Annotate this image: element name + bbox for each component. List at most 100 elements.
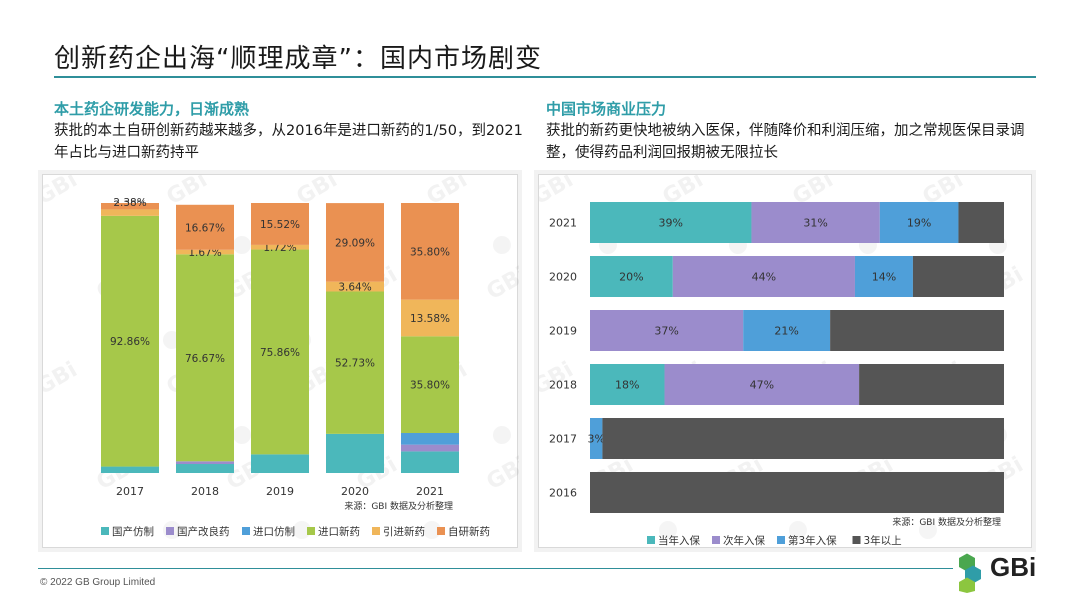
bar-label-2019-4: 1.72%	[263, 242, 296, 254]
watermark-dot	[492, 236, 511, 254]
bar-2020-0	[326, 433, 384, 473]
legend: 国产仿制 国产改良药 进口仿制 进口新药 引进新药 自研新药	[101, 525, 490, 538]
legend-swatch-2	[242, 527, 250, 535]
legend-label-3: 3年以上	[864, 534, 902, 547]
hbar-2017-3	[602, 418, 1004, 459]
bar-2018-0	[176, 464, 234, 473]
right-description: 获批的新药更快地被纳入医保，伴随降价和利润压缩，加之常规医保目录调整，使得药品利…	[546, 123, 1025, 161]
watermark-text: GBi	[43, 357, 82, 400]
bar-2019-4	[251, 244, 309, 250]
bar-2020-4	[326, 281, 384, 292]
hbar-2018-3	[859, 364, 1004, 405]
legend-label-3: 进口新药	[318, 525, 360, 538]
legend-label-1: 次年入保	[723, 534, 765, 547]
stacked-bar-chart: GBiGBiGBiGBiGBiGBiGBiGBiGBiGBiGBiGBiGBiG…	[528, 167, 1067, 547]
y-tick-2021: 2021	[549, 217, 577, 230]
bar-2021-3	[401, 336, 459, 433]
x-tick-2020: 2020	[341, 485, 369, 498]
hbar-label-2019-2: 21%	[774, 325, 798, 338]
title-divider	[54, 76, 1036, 78]
legend-label-1: 国产改良药	[177, 525, 230, 538]
y-tick-2017: 2017	[549, 433, 577, 446]
bar-2017-5	[101, 203, 159, 210]
bar-2021-5	[401, 203, 459, 300]
hbar-label-2021-2: 19%	[907, 217, 931, 230]
legend-swatch-0	[647, 536, 655, 544]
bar-label-2017-3: 92.86%	[110, 336, 150, 348]
legend-label-0: 国产仿制	[112, 525, 154, 538]
hbar-2020-3	[912, 256, 1004, 297]
hbar-2016-3	[590, 472, 1004, 513]
bar-2019-3	[251, 249, 309, 455]
hbar-2021-1	[751, 202, 880, 243]
bar-2018-1	[176, 461, 234, 465]
legend-swatch-4	[372, 527, 380, 535]
footer-divider	[38, 568, 953, 569]
page-title: 创新药企出海“顺理成章”：国内市场剧变	[54, 44, 542, 74]
bar-label-2020-4: 3.64%	[338, 282, 371, 294]
bar-label-2017-5: 2.38%	[113, 197, 146, 209]
right-heading: 中国市场商业压力	[546, 100, 667, 118]
hbar-label-2021-1: 31%	[803, 217, 827, 230]
hbar-2017-2	[590, 418, 603, 459]
copyright: © 2022 GB Group Limited	[40, 577, 156, 588]
hbar-2020-2	[854, 256, 913, 297]
y-tick-2018: 2018	[549, 379, 577, 392]
legend-label-2: 进口仿制	[253, 525, 295, 538]
right-chart-panel: GBiGBiGBiGBiGBiGBiGBiGBiGBiGBiGBiGBiGBiG…	[528, 167, 1067, 548]
watermark-text: GBi	[539, 175, 578, 210]
bar-label-2021-3: 35.80%	[410, 380, 450, 392]
bar-label-2018-5: 16.67%	[185, 222, 225, 234]
legend-label-4: 引进新药	[383, 525, 425, 538]
hbar-label-2017-2: 3%	[587, 433, 604, 446]
legend-label-0: 当年入保	[658, 534, 700, 547]
hbar-label-2018-0: 18%	[615, 379, 639, 392]
legend-swatch-1	[712, 536, 720, 544]
y-tick-2019: 2019	[549, 325, 577, 338]
legend-swatch-1	[166, 527, 174, 535]
legend-swatch-2	[777, 536, 785, 544]
bar-label-2018-4: 1.67%	[188, 247, 221, 259]
legend-label-2: 第3年入保	[788, 534, 837, 547]
hbar-2018-1	[664, 364, 860, 405]
legend-label-5: 自研新药	[448, 525, 490, 538]
bars-group: 92.86%2.38%2.38%76.67%1.67%16.67%75.86%1…	[101, 197, 459, 473]
legend-swatch-3	[852, 536, 861, 544]
hbar-label-2018-1: 47%	[750, 379, 774, 392]
source-note: 来源：GBI 数据及分析整理	[892, 516, 1001, 528]
bar-2018-3	[176, 254, 234, 462]
bar-label-2019-5: 15.52%	[260, 219, 300, 231]
hbar-2020-1	[672, 256, 855, 297]
hbar-2021-2	[879, 202, 959, 243]
watermark-dot	[232, 426, 251, 444]
watermark-dot	[422, 521, 441, 539]
bar-2019-0	[251, 454, 309, 473]
watermark-dot	[788, 521, 807, 539]
hbar-2021-0	[590, 202, 752, 243]
bar-2021-0	[401, 451, 459, 473]
bar-2020-5	[326, 203, 384, 282]
gbi-logo-icon	[959, 553, 981, 593]
hbar-2019-2	[743, 310, 831, 351]
y-tick-2016: 2016	[549, 487, 577, 500]
x-tick-2018: 2018	[191, 485, 219, 498]
bar-label-2020-3: 52.73%	[335, 358, 375, 370]
hbar-2018-0	[590, 364, 665, 405]
hbar-2021-3	[958, 202, 1004, 243]
x-tick-2021: 2021	[416, 485, 444, 498]
hbar-2020-0	[590, 256, 673, 297]
hbar-2019-3	[830, 310, 1004, 351]
watermark-dot	[292, 521, 311, 539]
bar-label-2020-5: 29.09%	[335, 237, 375, 249]
bar-label-2019-3: 75.86%	[260, 347, 300, 359]
left-description: 获批的本土自研创新药越来越多，从2016年是进口新药的1/50，到2021年占比…	[54, 123, 523, 161]
watermark-text: GBi	[482, 262, 519, 305]
bar-2021-4	[401, 299, 459, 337]
bar-2018-4	[176, 249, 234, 255]
logo-text: GBi	[990, 552, 1037, 582]
hbar-label-2019-1: 37%	[654, 325, 678, 338]
y-tick-2020: 2020	[549, 271, 577, 284]
watermark-text: GBi	[482, 452, 519, 495]
bar-label-2021-5: 35.80%	[410, 246, 450, 258]
hbar-label-2020-2: 14%	[872, 271, 896, 284]
